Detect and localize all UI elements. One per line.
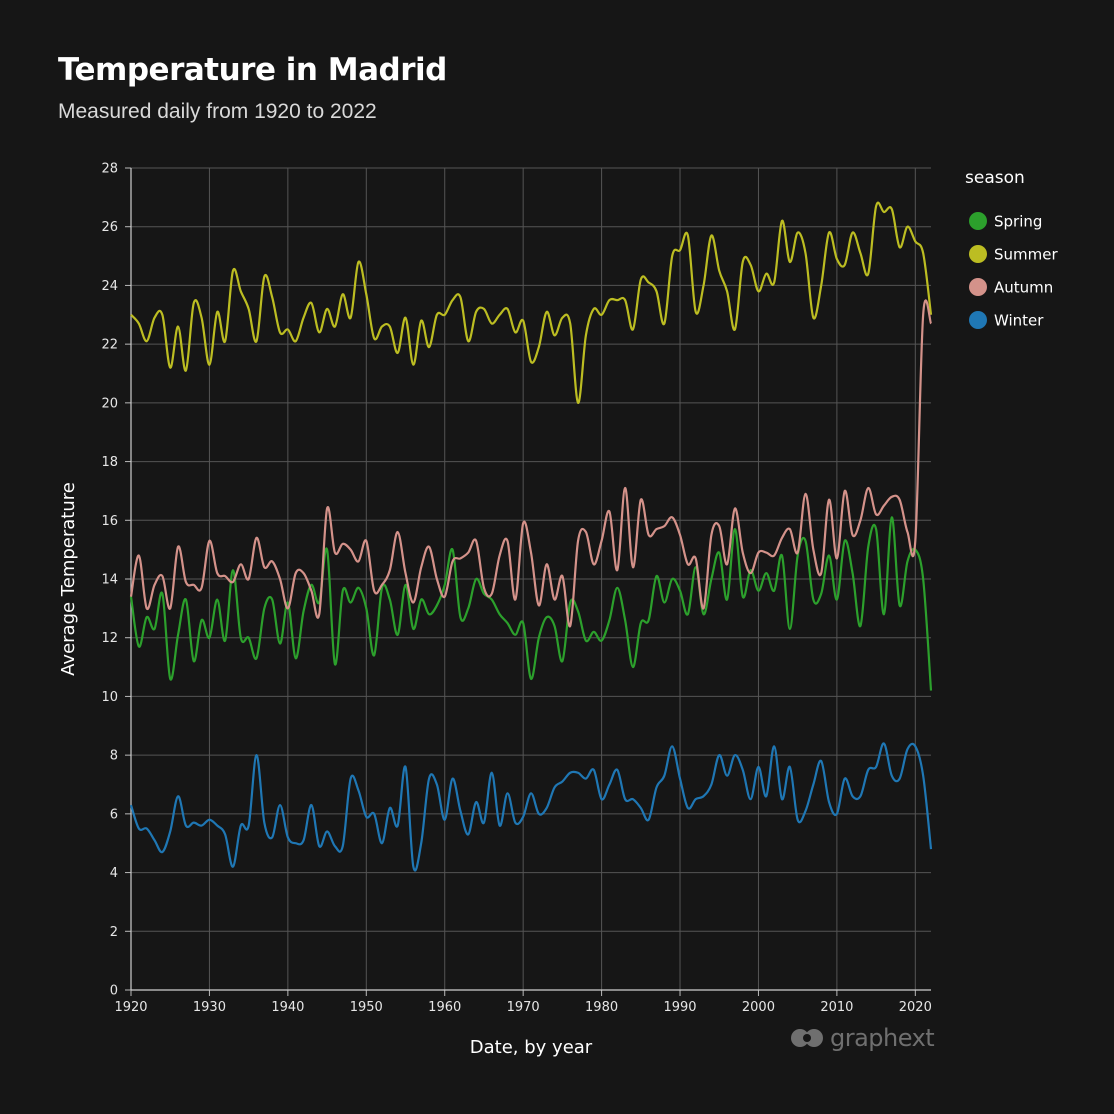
- y-tick-label: 0: [110, 984, 118, 999]
- y-tick-label: 18: [101, 455, 118, 470]
- y-tick-label: 22: [101, 338, 118, 353]
- legend-label-spring: Spring: [994, 213, 1042, 231]
- x-tick-label: 1970: [507, 1000, 540, 1015]
- x-tick-label: 1990: [663, 1000, 696, 1015]
- legend: season Spring Summer Autumn Winter: [965, 168, 1058, 330]
- x-tick-label: 1930: [193, 1000, 226, 1015]
- legend-swatch-spring: [969, 212, 987, 230]
- graphext-watermark: graphext: [790, 1024, 935, 1052]
- legend-swatch-winter: [969, 311, 987, 329]
- chart-subtitle: Measured daily from 1920 to 2022: [58, 100, 377, 123]
- legend-label-summer: Summer: [994, 246, 1058, 264]
- x-axis-title: Date, by year: [470, 1037, 593, 1058]
- legend-swatch-summer: [969, 245, 987, 263]
- series-line-summer: [130, 201, 933, 404]
- y-tick-label: 20: [101, 396, 118, 411]
- y-tick-label: 12: [101, 631, 118, 646]
- y-tick-label: 14: [101, 573, 118, 588]
- y-axis-title: Average Temperature: [58, 482, 79, 676]
- y-tick-label: 4: [110, 866, 118, 881]
- series-line-spring: [129, 516, 933, 691]
- x-tick-label: 1960: [428, 1000, 461, 1015]
- legend-label-autumn: Autumn: [994, 279, 1053, 297]
- x-tick-label: 2010: [820, 1000, 853, 1015]
- x-tick-label: 1920: [114, 1000, 147, 1015]
- y-tick-label: 6: [110, 807, 118, 822]
- legend-title: season: [965, 168, 1025, 188]
- x-tick-label: 1940: [271, 1000, 304, 1015]
- legend-swatch-autumn: [969, 278, 987, 296]
- series-line-winter: [129, 742, 933, 872]
- y-tick-label: 28: [101, 162, 118, 177]
- legend-label-winter: Winter: [994, 312, 1044, 330]
- x-tick-label: 1980: [585, 1000, 618, 1015]
- y-tick-label: 16: [101, 514, 118, 529]
- chart-title: Temperature in Madrid: [58, 52, 447, 88]
- series-line-autumn: [129, 299, 933, 628]
- y-tick-label: 2: [110, 925, 118, 940]
- x-tick-label: 2020: [899, 1000, 932, 1015]
- y-tick-label: 26: [101, 220, 118, 235]
- x-tick-label: 1950: [350, 1000, 383, 1015]
- y-tick-label: 10: [101, 690, 118, 705]
- watermark-text: graphext: [830, 1024, 935, 1052]
- series-lines: [129, 201, 933, 872]
- x-tick-label: 2000: [742, 1000, 775, 1015]
- graphext-logo-icon: [791, 1029, 823, 1047]
- y-tick-label: 24: [101, 279, 118, 294]
- y-tick-label: 8: [110, 749, 118, 764]
